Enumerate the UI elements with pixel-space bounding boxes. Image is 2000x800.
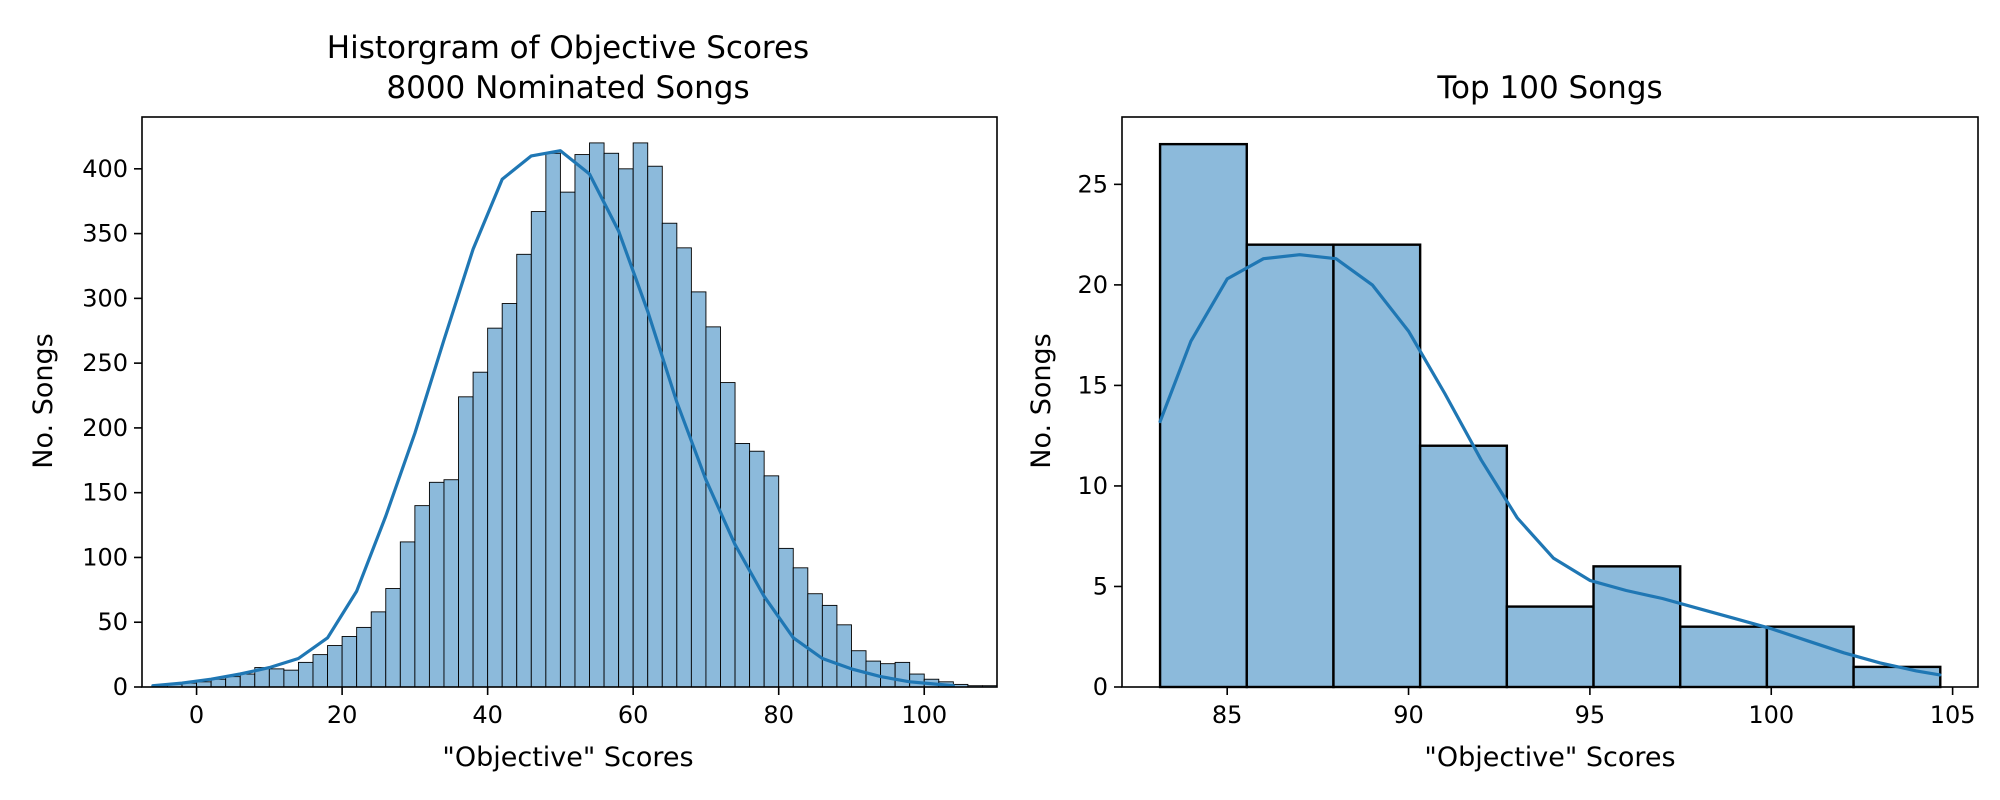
y-tick-label: 50 <box>97 608 128 636</box>
x-tick-label: 100 <box>901 701 947 729</box>
y-tick-label: 400 <box>82 155 128 183</box>
y-tick-label: 350 <box>82 220 128 248</box>
histogram-bar <box>487 327 503 688</box>
chart-title: Top 100 Songs <box>1436 70 1662 106</box>
histogram-bar <box>472 371 489 688</box>
y-tick-label: 10 <box>1077 472 1108 500</box>
histogram-bar <box>414 505 430 688</box>
histogram-bar <box>632 142 649 688</box>
y-axis-label: No. Songs <box>28 333 59 468</box>
histogram-bar <box>821 604 838 688</box>
histogram-bar <box>574 154 590 688</box>
y-tick-label: 300 <box>82 284 128 312</box>
x-tick-label: 95 <box>1575 701 1606 729</box>
x-tick-label: 105 <box>1930 701 1976 729</box>
y-tick-label: 20 <box>1077 271 1108 299</box>
histogram-bar <box>1418 444 1509 689</box>
x-tick-label: 100 <box>1748 701 1794 729</box>
histogram-bar <box>836 624 852 688</box>
x-tick-label: 60 <box>618 701 649 729</box>
histogram-bar <box>443 479 459 688</box>
chart-title-line-1: Historgram of Objective Scores <box>327 30 809 66</box>
axes-frame <box>1121 116 1979 688</box>
histogram-bar <box>356 626 372 688</box>
y-tick-label: 100 <box>82 543 128 571</box>
histogram-bar <box>1505 605 1595 689</box>
histogram-bar <box>341 636 358 688</box>
histogram-panel-all-songs: Historgram of Objective Scores 8000 Nomi… <box>28 30 998 773</box>
histogram-panel-top-100: Top 100 Songs "Objective" Scores No. Son… <box>1026 70 1979 773</box>
histogram-bar <box>559 191 576 688</box>
x-tick-label: 20 <box>327 701 358 729</box>
histogram-bar <box>603 152 620 688</box>
histogram-bar <box>1158 142 1248 689</box>
x-tick-label: 40 <box>472 701 503 729</box>
histogram-bar <box>690 291 707 688</box>
chart-title-line-2: 8000 Nominated Songs <box>386 70 749 106</box>
x-axis-label: "Objective" Scores <box>442 742 693 773</box>
y-axis-label: No. Songs <box>1026 333 1057 468</box>
histogram-bar <box>268 668 285 688</box>
histogram-bar <box>807 593 823 688</box>
kde-curve <box>1158 253 1942 677</box>
x-axis-label: "Objective" Scores <box>1424 742 1675 773</box>
y-tick-label: 15 <box>1077 371 1108 399</box>
histogram-bar <box>661 222 678 688</box>
histogram-bar <box>1852 665 1942 689</box>
histogram-bar <box>1679 625 1769 689</box>
plot-area: 85 90 95 100 105 0 5 10 15 20 25 <box>1077 116 1979 729</box>
histogram-bar <box>894 661 911 688</box>
histogram-bar <box>676 247 692 688</box>
x-tick-label: 80 <box>763 701 794 729</box>
y-tick-label: 25 <box>1077 170 1108 198</box>
histogram-bar <box>545 152 561 688</box>
histogram-bar <box>763 475 780 688</box>
plot-area: 0 20 40 60 80 100 0 50 100 150 200 250 300 350 400 <box>82 116 998 729</box>
histogram-bar <box>1245 243 1335 689</box>
histogram-bar <box>385 588 401 688</box>
x-tick-label: 90 <box>1393 701 1424 729</box>
histogram-bar <box>720 382 736 688</box>
histogram-bar <box>239 673 256 688</box>
histogram-bar <box>327 645 343 688</box>
histogram-bar <box>1765 625 1855 689</box>
histogram-bar <box>792 567 809 688</box>
histogram-bar <box>225 676 241 688</box>
histogram-bar <box>428 481 445 688</box>
histogram-bar <box>647 165 663 688</box>
histogram-bar <box>458 396 474 688</box>
histogram-bar <box>297 661 314 688</box>
histogram-bar <box>530 211 547 688</box>
histogram-bar <box>283 669 299 688</box>
kde-curve <box>151 149 955 688</box>
histogram-bar <box>749 450 765 688</box>
histogram-bar <box>516 253 532 688</box>
histogram-bar <box>370 611 387 688</box>
histogram-bar <box>501 303 518 688</box>
y-tick-label: 250 <box>82 349 128 377</box>
y-tick-label: 0 <box>113 673 128 701</box>
x-tick-label: 85 <box>1212 701 1243 729</box>
axes-frame <box>141 116 998 688</box>
histogram-bar <box>399 541 416 688</box>
y-tick-label: 150 <box>82 479 128 507</box>
histogram-bar <box>589 142 605 688</box>
histogram-bar <box>312 654 329 688</box>
y-tick-label: 200 <box>82 414 128 442</box>
y-tick-label: 5 <box>1093 572 1108 600</box>
histogram-bar <box>880 663 896 688</box>
x-tick-label: 0 <box>189 701 204 729</box>
y-tick-label: 0 <box>1093 673 1108 701</box>
histogram-bar <box>1332 243 1422 689</box>
